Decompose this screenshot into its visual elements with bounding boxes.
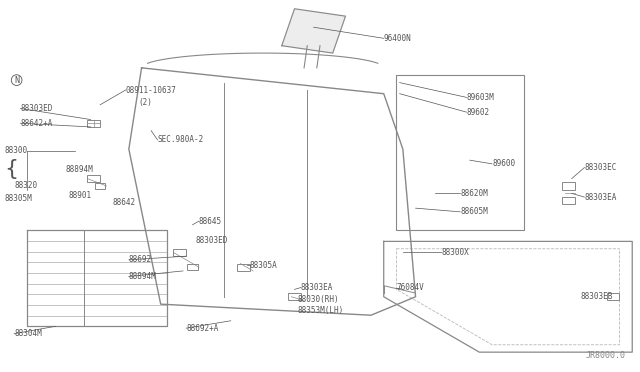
Bar (562, 197, 575, 205)
Text: 88353M(LH): 88353M(LH) (298, 307, 344, 315)
Bar (88, 119, 100, 127)
Text: {: { (4, 159, 19, 179)
Text: JR8000.0: JR8000.0 (586, 350, 626, 359)
Bar (607, 293, 620, 301)
Bar (188, 264, 198, 270)
Text: 88642+A: 88642+A (20, 119, 53, 128)
Text: 88305M: 88305M (4, 195, 33, 203)
Bar (173, 249, 186, 256)
Text: 88300: 88300 (4, 147, 28, 155)
Text: 89600: 89600 (492, 159, 515, 169)
Bar (88, 175, 100, 182)
Text: 88605M: 88605M (460, 207, 488, 217)
Text: 88894M: 88894M (129, 272, 157, 281)
Text: 88620M: 88620M (460, 189, 488, 198)
Polygon shape (282, 9, 346, 53)
Bar (237, 263, 250, 271)
Text: 88303ED: 88303ED (196, 236, 228, 245)
Text: 88894M: 88894M (65, 165, 93, 174)
Text: 88320: 88320 (14, 182, 37, 190)
Text: 88303ED: 88303ED (20, 104, 53, 113)
Text: 88030(RH): 88030(RH) (298, 295, 339, 304)
Text: 88642: 88642 (113, 198, 136, 207)
Text: 88692+A: 88692+A (186, 324, 218, 333)
Text: 88303EA: 88303EA (301, 283, 333, 292)
Bar (95, 183, 105, 189)
Text: N: N (14, 76, 19, 84)
Text: SEC.980A-2: SEC.980A-2 (157, 135, 204, 144)
Text: 96400N: 96400N (384, 34, 412, 43)
Bar (562, 182, 575, 190)
Text: 88303EC: 88303EC (584, 163, 617, 172)
Text: 88300X: 88300X (441, 248, 469, 257)
Text: 08911-10637: 08911-10637 (125, 86, 177, 94)
Text: 88303EB: 88303EB (580, 292, 613, 301)
Bar (396, 75, 524, 230)
Text: 89602: 89602 (467, 108, 490, 117)
Text: 89603M: 89603M (467, 93, 494, 102)
Text: 88645: 88645 (199, 217, 222, 225)
Text: 88305A: 88305A (250, 261, 278, 270)
Text: 88901: 88901 (68, 191, 92, 200)
Text: 88304M: 88304M (14, 329, 42, 338)
Bar (288, 293, 301, 301)
Text: 76084V: 76084V (396, 283, 424, 292)
Text: 88692: 88692 (129, 255, 152, 264)
Text: 88303EA: 88303EA (584, 193, 617, 202)
Text: (2): (2) (138, 98, 152, 107)
